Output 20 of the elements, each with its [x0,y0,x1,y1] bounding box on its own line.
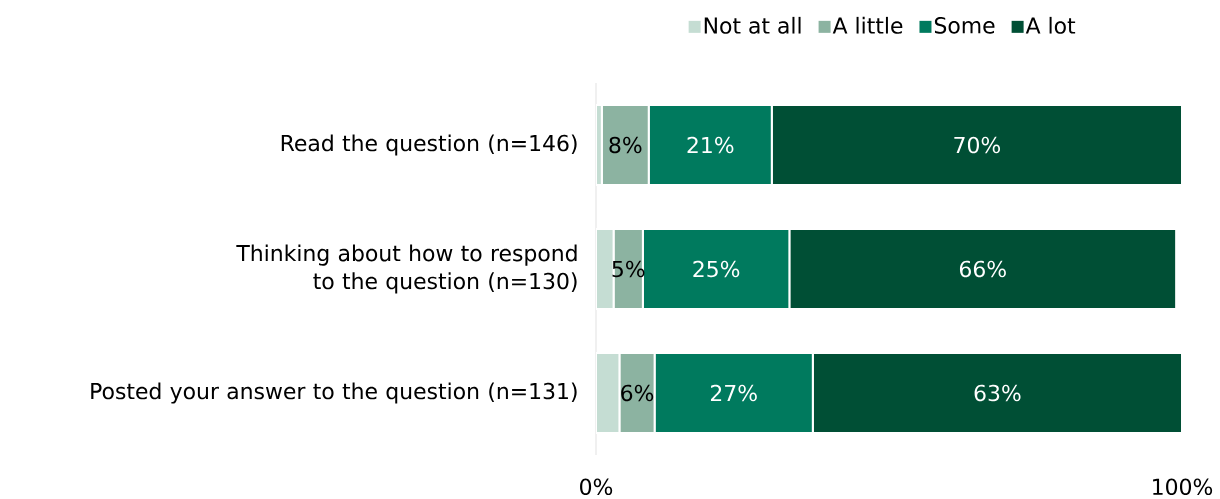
legend-label: A lot [1025,16,1076,34]
data-label: 63% [974,384,1021,402]
data-label: 8% [609,136,642,154]
data-label: 21% [687,136,734,154]
y-tick-label: Posted your answer to the question (n=131) [91,382,577,404]
x-tick-label: 0% [580,478,613,496]
bar [788,228,1178,310]
legend-label: Not at all [704,16,801,34]
legend-label: A little [832,16,903,34]
data-label: 25% [693,260,740,278]
data-label: 6% [621,384,654,402]
bar [770,104,1183,186]
y-tick-label: Read the question (n=146) [281,134,577,156]
data-label: 70% [954,136,1001,154]
bar [811,352,1183,434]
data-label: 66% [959,260,1006,278]
x-tick-label: 100% [1153,478,1213,496]
data-label: 27% [710,384,757,402]
y-tick-label: Thinking about how to respond to the question (n=130) [236,244,577,294]
legend-label: Some [934,17,995,34]
